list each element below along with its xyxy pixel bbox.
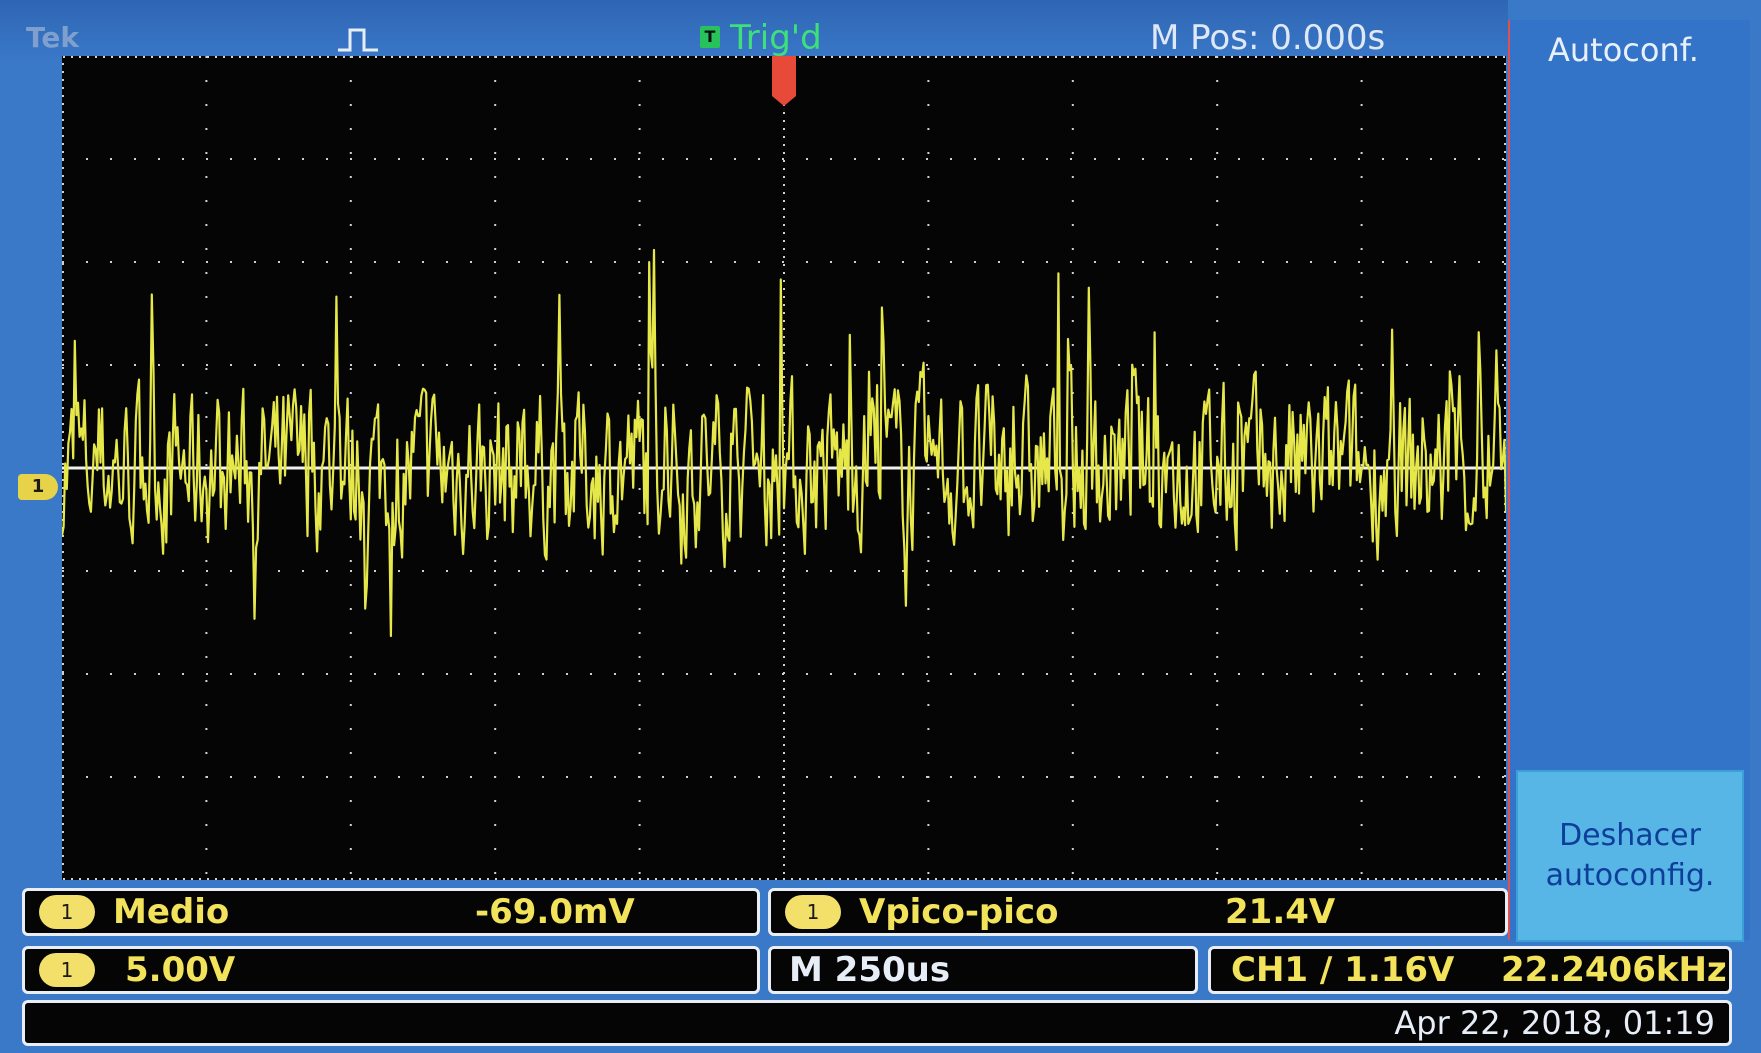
waveform-screen <box>62 56 1506 880</box>
datetime: Apr 22, 2018, 01:19 <box>1394 1004 1715 1042</box>
horizontal-position: M Pos: 0.000s <box>1150 18 1386 58</box>
brand-logo: Tek <box>26 21 79 54</box>
mean-value: -69.0mV <box>475 892 635 932</box>
trigger-level: CH1 ∕ 1.16V <box>1231 950 1455 990</box>
channel-badge: 1 <box>39 895 95 929</box>
ch1-trace <box>62 248 1506 638</box>
top-status-bar <box>0 0 1508 62</box>
undo-label-line1: Deshacer <box>1559 818 1701 853</box>
datetime-bar: Apr 22, 2018, 01:19 <box>22 1000 1732 1046</box>
undo-autoconfig-button[interactable]: Deshacer autoconfig. <box>1516 770 1744 942</box>
ch1-vertical-scale[interactable]: 1 5.00V <box>22 946 760 994</box>
autoconf-title: Autoconf. <box>1548 31 1699 69</box>
channel-badge: 1 <box>785 895 841 929</box>
trigger-readout[interactable]: CH1 ∕ 1.16V 22.2406kHz <box>1208 946 1732 994</box>
measurement-mean[interactable]: 1 Medio -69.0mV <box>22 888 760 936</box>
timebase-value: M 250us <box>789 950 951 990</box>
undo-label-line2: autoconfig. <box>1545 858 1715 893</box>
timebase-readout[interactable]: M 250us <box>768 946 1198 994</box>
pulse-icon <box>338 28 378 52</box>
vpp-label: Vpico-pico <box>859 892 1059 932</box>
vpp-value: 21.4V <box>1225 892 1336 932</box>
ch1-ground-marker[interactable]: 1 <box>18 474 58 500</box>
trigger-icon: T <box>700 26 720 48</box>
trigger-position-marker[interactable] <box>772 56 796 106</box>
frequency-value: 22.2406kHz <box>1501 950 1727 990</box>
mean-label: Medio <box>113 892 230 932</box>
ch1-scale-value: 5.00V <box>125 950 236 990</box>
trigger-status: Trig'd <box>730 18 822 58</box>
measurement-vpp[interactable]: 1 Vpico-pico 21.4V <box>768 888 1508 936</box>
channel-badge: 1 <box>39 953 95 987</box>
ch1-waveform <box>62 248 1506 638</box>
